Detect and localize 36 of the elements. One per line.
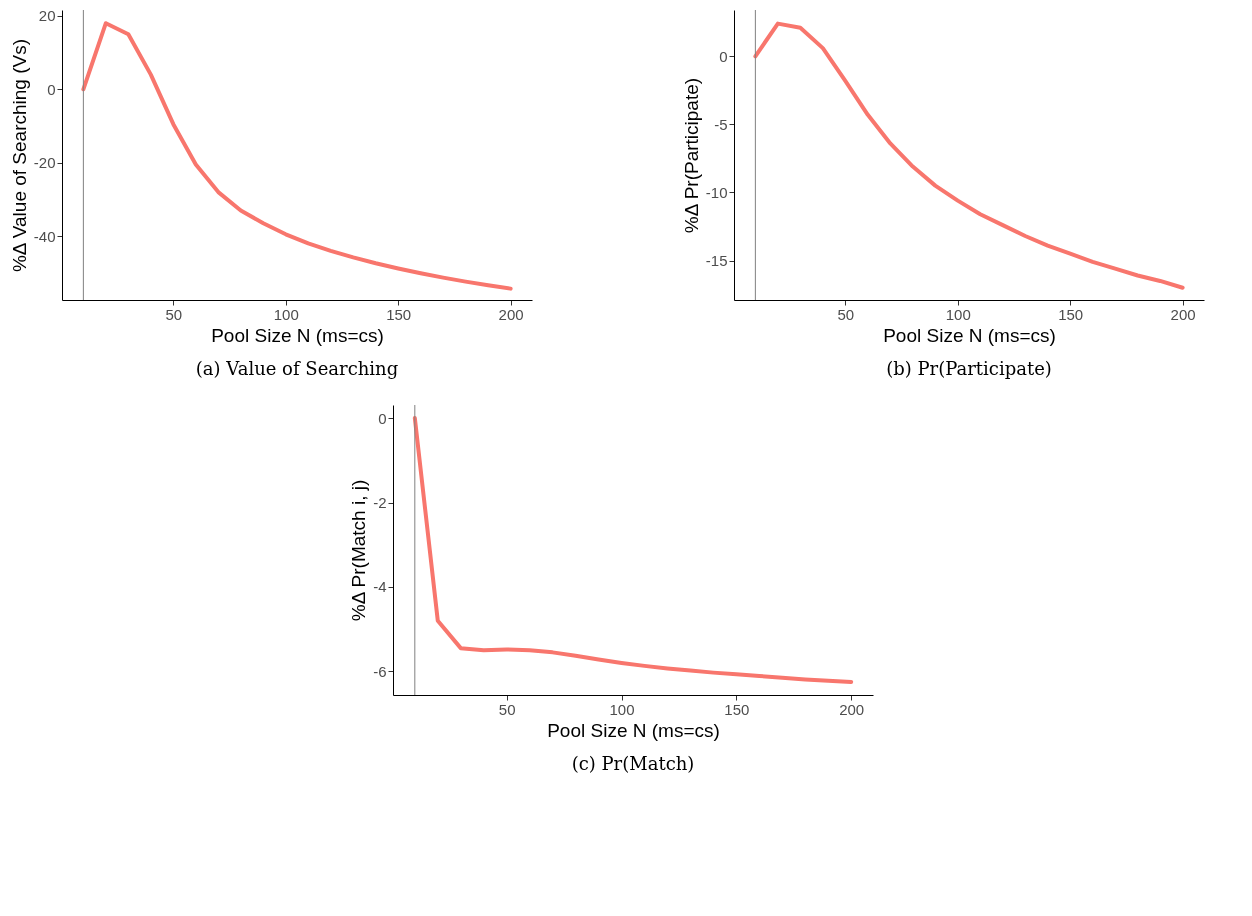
line-series — [81, 21, 513, 291]
line-series — [753, 21, 1185, 290]
x-tick-label: 150 — [1058, 305, 1084, 323]
y-axis-title: %Δ Value of Searching (Vs) — [8, 38, 30, 273]
y-tick-label: 0 — [719, 47, 728, 65]
y-tick-label: 0 — [47, 80, 56, 98]
y-axis-title: %Δ Pr(Participate) — [680, 77, 702, 234]
x-tick-label: 200 — [498, 305, 524, 323]
x-axis-title: Pool Size N (ms=cs) — [211, 324, 384, 346]
x-tick-label: 100 — [609, 700, 635, 718]
y-tick-label: -6 — [373, 662, 387, 680]
text: (a) Value of Searching — [195, 358, 399, 379]
y-tick-label: -40 — [33, 227, 56, 245]
x-tick-label: 150 — [386, 305, 412, 323]
y-axis-title: %Δ Pr(Match i, j) — [348, 479, 370, 622]
y-tick-label: -5 — [714, 115, 728, 133]
x-axis-title: Pool Size N (ms=cs) — [883, 324, 1056, 346]
y-tick-label: -10 — [705, 183, 728, 201]
y-tick-label: -2 — [373, 494, 387, 512]
x-tick-label: 50 — [498, 700, 516, 718]
y-tick-label: 0 — [378, 409, 387, 427]
x-tick-label: 200 — [839, 700, 865, 718]
x-tick-label: 150 — [724, 700, 750, 718]
y-tick-label: -15 — [705, 252, 728, 270]
x-tick-label: 100 — [945, 305, 971, 323]
x-axis-title: Pool Size N (ms=cs) — [547, 719, 720, 741]
x-tick-label: 200 — [1170, 305, 1196, 323]
x-tick-label: 50 — [837, 305, 855, 323]
line-series — [412, 416, 854, 684]
y-tick-label: 20 — [38, 7, 56, 25]
x-tick-label: 100 — [273, 305, 299, 323]
y-tick-label: -4 — [373, 578, 387, 596]
text: (c) Pr(Match) — [571, 753, 695, 774]
y-tick-label: -20 — [33, 154, 56, 172]
text: (b) Pr(Participate) — [886, 358, 1052, 379]
x-tick-label: 50 — [165, 305, 183, 323]
